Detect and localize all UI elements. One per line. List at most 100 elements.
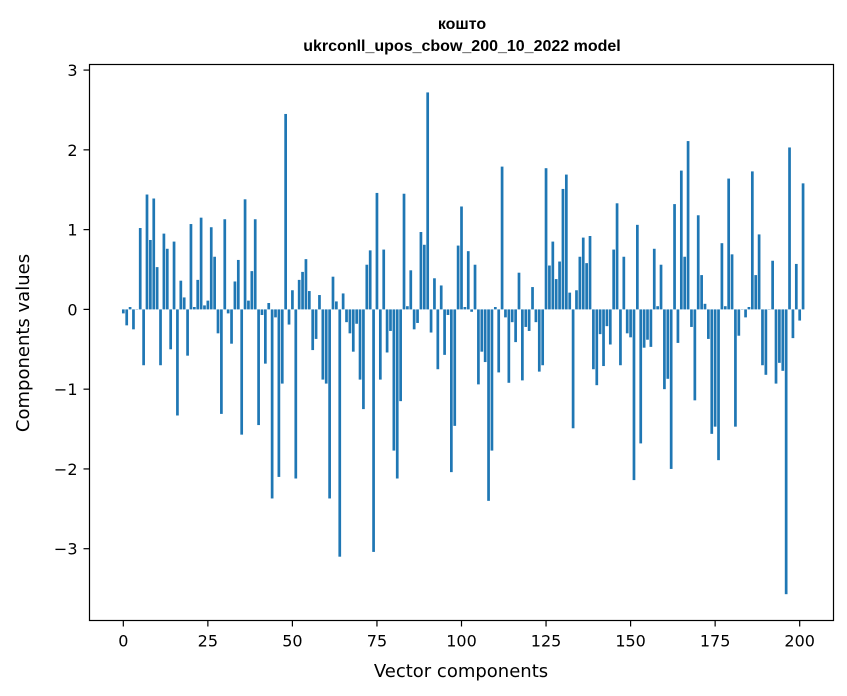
bar-126 xyxy=(548,265,551,310)
bar-67 xyxy=(348,309,352,334)
bar-37 xyxy=(247,300,250,310)
bar-160 xyxy=(663,309,666,390)
bar-170 xyxy=(696,215,700,310)
bar-105 xyxy=(477,309,480,385)
bar-135 xyxy=(578,256,582,310)
bar-139 xyxy=(592,309,595,370)
bar-132 xyxy=(568,292,572,310)
bar-49 xyxy=(287,309,291,325)
bar-193 xyxy=(774,309,778,384)
bar-123 xyxy=(537,309,541,372)
bar-27 xyxy=(213,256,216,310)
bar-125 xyxy=(544,168,548,310)
bar-194 xyxy=(778,309,781,363)
bar-144 xyxy=(608,309,612,345)
y-tick-label: −2 xyxy=(54,460,78,479)
bar-172 xyxy=(703,303,707,310)
chart-title-word: кошто xyxy=(438,16,487,33)
bar-0 xyxy=(121,309,125,314)
bar-24 xyxy=(203,305,206,310)
bar-163 xyxy=(673,204,676,310)
bar-61 xyxy=(328,309,331,499)
x-tick-label: 100 xyxy=(446,632,477,651)
bar-68 xyxy=(351,309,355,352)
bar-81 xyxy=(395,309,399,479)
bar-30 xyxy=(223,219,227,310)
x-tick-label: 75 xyxy=(367,632,387,651)
bar-78 xyxy=(385,309,389,353)
bar-7 xyxy=(145,194,149,310)
bar-23 xyxy=(199,217,203,310)
bar-82 xyxy=(399,309,402,402)
bar-80 xyxy=(392,309,396,451)
bar-177 xyxy=(720,243,724,310)
bar-2 xyxy=(128,307,132,310)
bar-9 xyxy=(152,198,156,310)
bar-14 xyxy=(169,309,173,350)
bar-169 xyxy=(693,309,697,401)
bar-192 xyxy=(771,260,774,310)
bar-66 xyxy=(345,309,348,323)
bar-94 xyxy=(439,285,443,310)
bar-43 xyxy=(267,303,271,310)
bar-145 xyxy=(612,249,616,310)
x-tick-label: 0 xyxy=(118,632,128,651)
bar-187 xyxy=(754,275,758,310)
bar-151 xyxy=(632,309,636,481)
bar-117 xyxy=(517,272,521,310)
bar-54 xyxy=(304,259,308,310)
bar-189 xyxy=(761,309,764,366)
bar-186 xyxy=(750,171,754,310)
bar-201 xyxy=(801,183,805,310)
bar-152 xyxy=(636,224,639,310)
bar-138 xyxy=(588,236,592,310)
bar-103 xyxy=(470,309,473,312)
bar-153 xyxy=(639,309,643,444)
bar-41 xyxy=(260,309,264,315)
bar-89 xyxy=(422,244,426,310)
bar-162 xyxy=(669,309,673,469)
bar-111 xyxy=(497,309,501,373)
bar-107 xyxy=(483,309,487,363)
bar-63 xyxy=(335,301,338,310)
bar-62 xyxy=(331,276,335,310)
bar-38 xyxy=(250,271,254,310)
bar-195 xyxy=(781,309,785,371)
bar-179 xyxy=(727,178,731,310)
bar-85 xyxy=(409,270,413,310)
bar-190 xyxy=(764,309,768,375)
x-tick-label: 125 xyxy=(531,632,562,651)
bar-5 xyxy=(138,228,142,310)
bar-136 xyxy=(581,237,585,310)
bar-58 xyxy=(318,295,321,310)
bar-182 xyxy=(737,309,741,336)
bar-149 xyxy=(625,309,629,334)
bar-55 xyxy=(307,291,311,310)
x-axis-label: Vector components xyxy=(374,661,548,682)
bar-74 xyxy=(372,309,375,552)
y-axis-label: Components values xyxy=(13,254,34,432)
bar-91 xyxy=(429,309,433,333)
bar-118 xyxy=(521,309,524,381)
bar-6 xyxy=(142,309,145,366)
bar-52 xyxy=(297,279,301,310)
bar-96 xyxy=(446,309,450,315)
bar-84 xyxy=(406,306,409,310)
bar-119 xyxy=(524,309,528,327)
bar-32 xyxy=(230,309,233,344)
bar-33 xyxy=(233,281,237,310)
bar-188 xyxy=(757,234,761,310)
bar-141 xyxy=(598,309,602,335)
bar-164 xyxy=(676,309,680,343)
bar-17 xyxy=(179,280,183,310)
bar-3 xyxy=(132,309,135,330)
bar-97 xyxy=(450,309,453,473)
bar-100 xyxy=(460,206,463,310)
bar-176 xyxy=(717,309,720,461)
bar-161 xyxy=(666,309,670,379)
bar-11 xyxy=(159,309,162,366)
bar-154 xyxy=(642,309,646,348)
bar-21 xyxy=(192,307,196,310)
bar-110 xyxy=(493,307,497,310)
x-ticks-group: 0 25 50 75 100 125 150 175 200 xyxy=(118,620,815,651)
